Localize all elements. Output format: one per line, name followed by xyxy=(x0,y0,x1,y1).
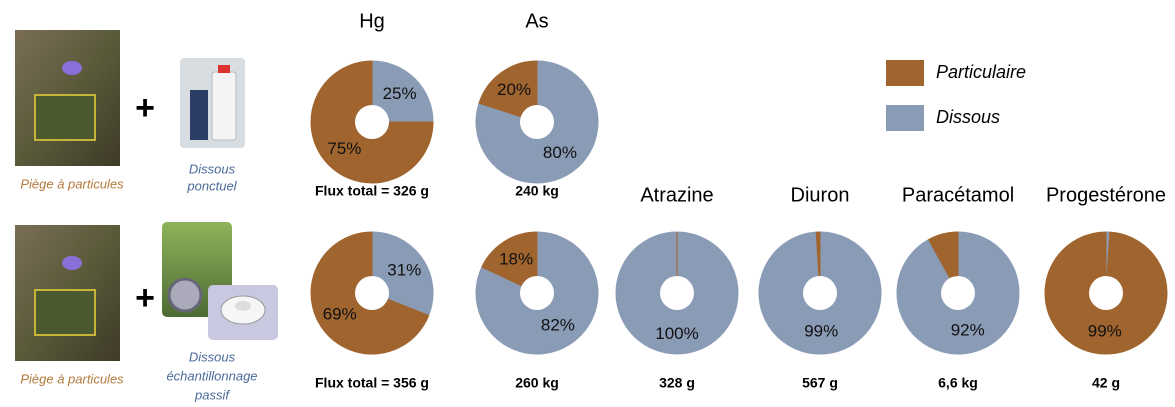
value-label: 80% xyxy=(543,143,577,162)
dissolved-label: Dissous xyxy=(189,161,236,176)
total-flux: 42 g xyxy=(1092,375,1120,391)
donut-hole xyxy=(660,276,694,310)
total-flux: 328 g xyxy=(659,375,695,391)
total-flux: Flux total = 356 g xyxy=(315,375,429,391)
dissolved-label: passif xyxy=(194,387,230,402)
chart-title: As xyxy=(525,10,548,32)
total-flux: 260 kg xyxy=(515,375,559,391)
donut-hole xyxy=(941,276,975,310)
legend-swatch xyxy=(886,105,924,131)
value-label: 75% xyxy=(327,139,361,158)
legend-swatch xyxy=(886,60,924,86)
total-flux: Flux total = 326 g xyxy=(315,183,429,199)
chart-title: Diuron xyxy=(791,184,850,206)
value-label: 92% xyxy=(951,320,985,339)
chart-title: Paracétamol xyxy=(902,184,1014,206)
value-label: 31% xyxy=(387,261,421,280)
dissolved-label: Dissous xyxy=(189,349,236,364)
photo-trap-1 xyxy=(15,30,120,166)
total-flux: 240 kg xyxy=(515,183,559,199)
chart-title: Hg xyxy=(359,10,385,32)
donut-hole xyxy=(520,276,554,310)
chart-title: Progestérone xyxy=(1046,184,1166,206)
legend-label: Particulaire xyxy=(936,62,1026,82)
donut-hole xyxy=(355,276,389,310)
total-flux: 6,6 kg xyxy=(938,375,978,391)
donut-hole xyxy=(355,105,389,139)
dissolved-label: échantillonnage xyxy=(166,368,257,383)
donut-hole xyxy=(520,105,554,139)
value-label: 18% xyxy=(499,250,533,269)
pie-slice xyxy=(478,60,538,123)
photo-trap-2 xyxy=(15,225,120,361)
chart-title: Atrazine xyxy=(640,184,713,206)
photo-passive-sampler xyxy=(162,222,278,340)
trap-label: Piège à particules xyxy=(20,371,124,386)
value-label: 100% xyxy=(655,324,698,343)
photo-bottles xyxy=(180,58,245,148)
value-label: 82% xyxy=(541,315,575,334)
plus-sign: + xyxy=(135,89,155,127)
pie-slice xyxy=(481,231,538,294)
trap-label: Piège à particules xyxy=(20,176,124,191)
dissolved-label: ponctuel xyxy=(186,178,237,193)
value-label: 25% xyxy=(383,84,417,103)
donut-hole xyxy=(1089,276,1123,310)
pie-slice xyxy=(371,60,434,123)
value-label: 99% xyxy=(804,322,838,341)
plus-sign: + xyxy=(135,279,155,317)
total-flux: 567 g xyxy=(802,375,838,391)
value-label: 20% xyxy=(497,80,531,99)
legend-label: Dissous xyxy=(936,107,1000,127)
value-label: 69% xyxy=(323,304,357,323)
value-label: 99% xyxy=(1088,322,1122,341)
donut-hole xyxy=(803,276,837,310)
